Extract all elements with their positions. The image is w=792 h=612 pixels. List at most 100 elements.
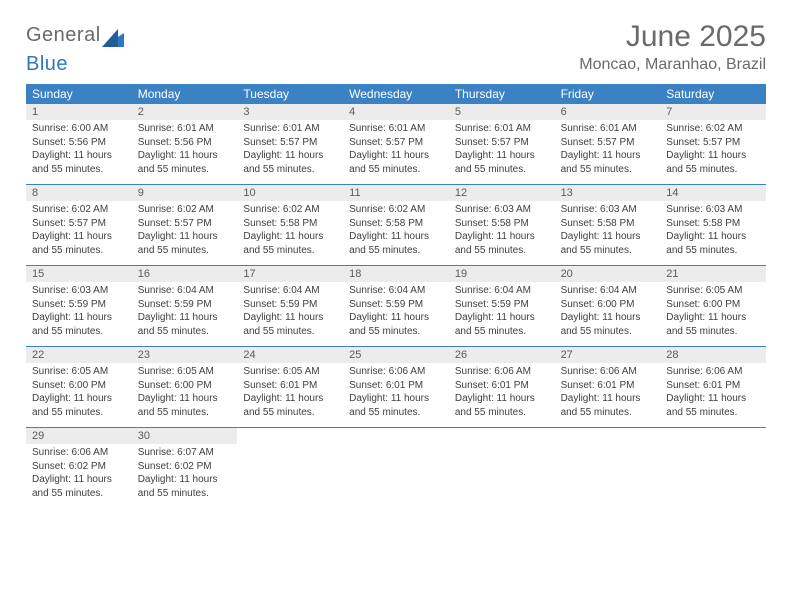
day-number: 29 [26, 428, 132, 444]
sunset-line: Sunset: 5:58 PM [561, 217, 655, 231]
daylight-line: Daylight: 11 hours and 55 minutes. [561, 230, 655, 257]
calendar-day-cell: 2Sunrise: 6:01 AMSunset: 5:56 PMDaylight… [132, 104, 238, 184]
day-details: Sunrise: 6:03 AMSunset: 5:58 PMDaylight:… [449, 201, 555, 265]
day-details: Sunrise: 6:06 AMSunset: 6:01 PMDaylight:… [343, 363, 449, 427]
calendar-day-cell: 11Sunrise: 6:02 AMSunset: 5:58 PMDayligh… [343, 185, 449, 265]
calendar-day-cell: 4Sunrise: 6:01 AMSunset: 5:57 PMDaylight… [343, 104, 449, 184]
daylight-line: Daylight: 11 hours and 55 minutes. [455, 311, 549, 338]
calendar-day-cell: 22Sunrise: 6:05 AMSunset: 6:00 PMDayligh… [26, 347, 132, 427]
weekday-header: Thursday [449, 84, 555, 104]
calendar-week: 22Sunrise: 6:05 AMSunset: 6:00 PMDayligh… [26, 346, 766, 427]
sunrise-line: Sunrise: 6:02 AM [243, 203, 337, 217]
calendar-day-cell: 15Sunrise: 6:03 AMSunset: 5:59 PMDayligh… [26, 266, 132, 346]
day-details: Sunrise: 6:06 AMSunset: 6:01 PMDaylight:… [660, 363, 766, 427]
day-number: 8 [26, 185, 132, 201]
daylight-line: Daylight: 11 hours and 55 minutes. [455, 392, 549, 419]
title-block: June 2025 Moncao, Maranhao, Brazil [579, 20, 766, 74]
sunrise-line: Sunrise: 6:05 AM [138, 365, 232, 379]
sunrise-line: Sunrise: 6:04 AM [138, 284, 232, 298]
day-details: Sunrise: 6:03 AMSunset: 5:59 PMDaylight:… [26, 282, 132, 346]
day-number: 16 [132, 266, 238, 282]
weekday-header: Tuesday [237, 84, 343, 104]
sunrise-line: Sunrise: 6:01 AM [349, 122, 443, 136]
sunrise-line: Sunrise: 6:01 AM [561, 122, 655, 136]
sunset-line: Sunset: 6:01 PM [349, 379, 443, 393]
day-number: 10 [237, 185, 343, 201]
sunrise-line: Sunrise: 6:03 AM [32, 284, 126, 298]
sunrise-line: Sunrise: 6:06 AM [666, 365, 760, 379]
weeks-container: 1Sunrise: 6:00 AMSunset: 5:56 PMDaylight… [26, 104, 766, 508]
daylight-line: Daylight: 11 hours and 55 minutes. [666, 230, 760, 257]
sunrise-line: Sunrise: 6:04 AM [455, 284, 549, 298]
day-number [237, 428, 343, 444]
day-details: Sunrise: 6:03 AMSunset: 5:58 PMDaylight:… [660, 201, 766, 265]
daylight-line: Daylight: 11 hours and 55 minutes. [349, 230, 443, 257]
weekday-header: Friday [555, 84, 661, 104]
sunset-line: Sunset: 6:01 PM [455, 379, 549, 393]
day-details: Sunrise: 6:05 AMSunset: 6:01 PMDaylight:… [237, 363, 343, 427]
calendar-day-cell [555, 428, 661, 508]
day-details: Sunrise: 6:06 AMSunset: 6:01 PMDaylight:… [555, 363, 661, 427]
calendar-day-cell: 5Sunrise: 6:01 AMSunset: 5:57 PMDaylight… [449, 104, 555, 184]
day-number: 25 [343, 347, 449, 363]
sunset-line: Sunset: 6:00 PM [561, 298, 655, 312]
day-number: 19 [449, 266, 555, 282]
day-number: 28 [660, 347, 766, 363]
daylight-line: Daylight: 11 hours and 55 minutes. [32, 149, 126, 176]
calendar-week: 29Sunrise: 6:06 AMSunset: 6:02 PMDayligh… [26, 427, 766, 508]
brand-triangle-icon [102, 29, 124, 53]
day-details: Sunrise: 6:07 AMSunset: 6:02 PMDaylight:… [132, 444, 238, 508]
sunset-line: Sunset: 5:59 PM [138, 298, 232, 312]
calendar-day-cell: 7Sunrise: 6:02 AMSunset: 5:57 PMDaylight… [660, 104, 766, 184]
calendar-day-cell [449, 428, 555, 508]
calendar-day-cell: 10Sunrise: 6:02 AMSunset: 5:58 PMDayligh… [237, 185, 343, 265]
daylight-line: Daylight: 11 hours and 55 minutes. [666, 392, 760, 419]
day-details [237, 444, 343, 454]
day-details: Sunrise: 6:02 AMSunset: 5:57 PMDaylight:… [26, 201, 132, 265]
day-number [660, 428, 766, 444]
sunset-line: Sunset: 6:01 PM [666, 379, 760, 393]
day-details: Sunrise: 6:05 AMSunset: 6:00 PMDaylight:… [660, 282, 766, 346]
day-details: Sunrise: 6:06 AMSunset: 6:02 PMDaylight:… [26, 444, 132, 508]
daylight-line: Daylight: 11 hours and 55 minutes. [561, 311, 655, 338]
calendar-week: 15Sunrise: 6:03 AMSunset: 5:59 PMDayligh… [26, 265, 766, 346]
day-details: Sunrise: 6:01 AMSunset: 5:57 PMDaylight:… [343, 120, 449, 184]
calendar-day-cell [343, 428, 449, 508]
day-details: Sunrise: 6:01 AMSunset: 5:57 PMDaylight:… [237, 120, 343, 184]
day-details: Sunrise: 6:04 AMSunset: 6:00 PMDaylight:… [555, 282, 661, 346]
weekday-header-row: SundayMondayTuesdayWednesdayThursdayFrid… [26, 84, 766, 104]
brand-word-blue: Blue [26, 53, 68, 75]
day-details: Sunrise: 6:04 AMSunset: 5:59 PMDaylight:… [237, 282, 343, 346]
calendar-day-cell: 24Sunrise: 6:05 AMSunset: 6:01 PMDayligh… [237, 347, 343, 427]
sunrise-line: Sunrise: 6:06 AM [32, 446, 126, 460]
sunset-line: Sunset: 6:01 PM [243, 379, 337, 393]
weekday-header: Wednesday [343, 84, 449, 104]
daylight-line: Daylight: 11 hours and 55 minutes. [349, 311, 443, 338]
day-number: 5 [449, 104, 555, 120]
day-number: 17 [237, 266, 343, 282]
day-number: 12 [449, 185, 555, 201]
calendar-day-cell: 28Sunrise: 6:06 AMSunset: 6:01 PMDayligh… [660, 347, 766, 427]
daylight-line: Daylight: 11 hours and 55 minutes. [138, 392, 232, 419]
day-number: 22 [26, 347, 132, 363]
day-number: 3 [237, 104, 343, 120]
sunrise-line: Sunrise: 6:04 AM [561, 284, 655, 298]
sunset-line: Sunset: 5:59 PM [455, 298, 549, 312]
calendar-day-cell [660, 428, 766, 508]
daylight-line: Daylight: 11 hours and 55 minutes. [138, 149, 232, 176]
day-details: Sunrise: 6:04 AMSunset: 5:59 PMDaylight:… [449, 282, 555, 346]
day-number: 21 [660, 266, 766, 282]
sunset-line: Sunset: 6:01 PM [561, 379, 655, 393]
day-number: 27 [555, 347, 661, 363]
day-number [555, 428, 661, 444]
sunset-line: Sunset: 5:59 PM [243, 298, 337, 312]
sunset-line: Sunset: 5:56 PM [138, 136, 232, 150]
day-number: 9 [132, 185, 238, 201]
sunset-line: Sunset: 5:58 PM [349, 217, 443, 231]
daylight-line: Daylight: 11 hours and 55 minutes. [349, 149, 443, 176]
calendar-week: 8Sunrise: 6:02 AMSunset: 5:57 PMDaylight… [26, 184, 766, 265]
calendar-day-cell: 8Sunrise: 6:02 AMSunset: 5:57 PMDaylight… [26, 185, 132, 265]
day-number: 23 [132, 347, 238, 363]
sunrise-line: Sunrise: 6:02 AM [138, 203, 232, 217]
day-details: Sunrise: 6:02 AMSunset: 5:57 PMDaylight:… [132, 201, 238, 265]
